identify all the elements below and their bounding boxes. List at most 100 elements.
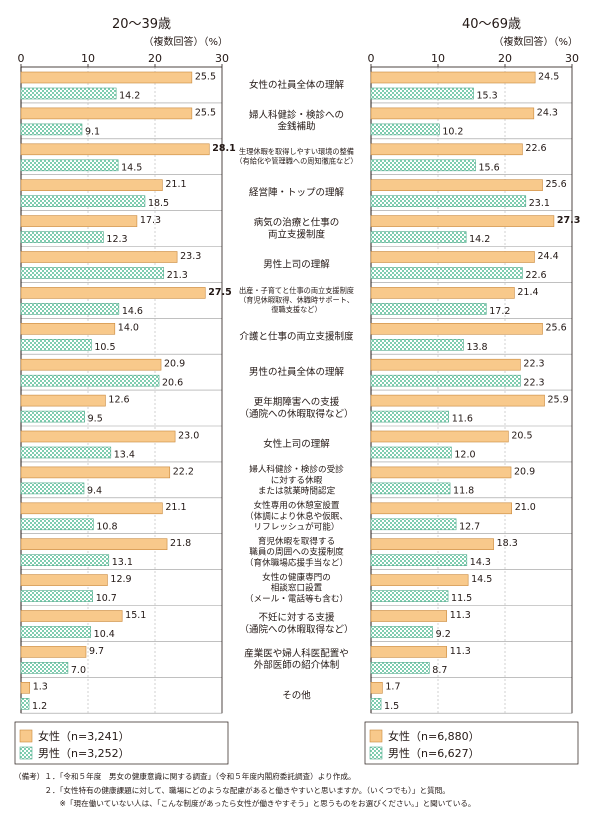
value-label-male-right: 11.5 (451, 593, 472, 604)
value-label-male-left: 9.1 (85, 126, 100, 137)
value-label-female-right: 25.6 (546, 323, 567, 334)
category-label-line: 相談窓口設置 (271, 581, 323, 593)
value-label-male-left: 12.3 (106, 234, 127, 245)
value-label-female-left: 20.9 (164, 359, 185, 370)
bar-female-left (20, 610, 123, 622)
bar-female-left (20, 538, 168, 551)
value-label-female-right: 25.6 (546, 179, 567, 190)
legend-label-right: 女性（n=6,880） (388, 729, 480, 743)
panel-title-left: 20～39歳 (112, 17, 171, 32)
category-label: 女性上司の理解 (263, 437, 330, 449)
bar-female-left (20, 646, 87, 658)
category-label-line: 出産・子育てと仕事の両立支援制度 (239, 286, 354, 295)
bar-female-left (20, 394, 106, 407)
category-label-line: 女性の社員全体の理解 (249, 78, 345, 90)
value-label-female-right: 22.3 (523, 359, 544, 370)
value-label-female-left: 9.7 (89, 646, 104, 657)
category-label: 婦人科健診・検診の受診に対する休暇または就業時間認定 (249, 463, 344, 497)
value-label-male-right: 1.5 (384, 701, 399, 712)
bar-male-right (370, 267, 523, 279)
value-label-male-right: 23.1 (529, 198, 550, 209)
category-label-line: 更年期障害への支援 (254, 396, 340, 408)
bar-female-left (20, 287, 206, 299)
footnote-line-1: （備考）１．「令和５年度 男女の健康意識に関する調査」（令和５年度内閣府委託調査… (14, 772, 356, 781)
value-label-male-left: 7.0 (71, 665, 86, 676)
bar-male-right (370, 626, 433, 638)
value-label-female-right: 18.3 (497, 538, 518, 549)
value-label-female-left: 21.1 (165, 502, 186, 513)
bar-male-right (370, 303, 487, 315)
legend-swatch-left (19, 729, 33, 743)
category-label-line: 金銭補助 (277, 120, 315, 132)
tick-label-left: 0 (18, 52, 25, 65)
value-label-female-left: 23.3 (180, 251, 201, 262)
value-label-male-left: 9.5 (88, 414, 103, 425)
bar-male-left (20, 590, 93, 602)
value-label-male-left: 1.2 (32, 701, 47, 712)
footnote-line-2: ２．「女性特有の健康課題に対して、職場にどのような配慮があると働きやすいと思いま… (14, 785, 450, 795)
bar-female-left (20, 251, 178, 263)
bar-male-right (370, 662, 430, 674)
bar-male-left (20, 482, 85, 495)
legend-box-left (14, 721, 229, 765)
bar-male-right (370, 87, 474, 100)
category-label: 女性の健康専門の相談窓口設置（メール・電話等も含む） (245, 570, 348, 604)
value-label-male-left: 10.7 (96, 593, 117, 604)
bar-male-right (370, 159, 476, 172)
bar-female-right (370, 71, 536, 84)
category-label-line: 婦人科健診・検診への (249, 109, 344, 121)
category-label-line: 婦人科健診・検診の受診 (249, 463, 344, 475)
category-label-line: （育休職場応援手当など） (245, 556, 348, 568)
value-label-female-right: 24.5 (538, 71, 559, 82)
bar-female-left (20, 71, 193, 84)
panel-title-right: 40～69歳 (462, 17, 521, 32)
value-label-male-left: 9.4 (87, 485, 102, 496)
value-label-male-right: 14.3 (470, 557, 491, 568)
category-label-line: 復職支援など） (271, 305, 321, 314)
bar-male-left (20, 338, 92, 351)
bar-male-right (370, 338, 464, 351)
value-label-male-left: 13.1 (112, 557, 133, 568)
legend-swatch-right (369, 729, 383, 743)
value-label-male-right: 12.7 (459, 521, 480, 532)
category-label-line: 産業医や婦人科医配置や (244, 647, 349, 659)
bar-male-right (370, 446, 452, 459)
bar-male-left (20, 159, 119, 172)
category-label-line: （体調により休息や仮眠、 (245, 509, 348, 521)
bar-female-right (370, 179, 543, 191)
bar-female-right (370, 287, 515, 299)
bar-female-right (370, 466, 512, 479)
bar-female-right (370, 646, 448, 658)
value-label-male-right: 15.3 (477, 91, 498, 102)
category-column (222, 67, 371, 714)
bar-male-right (370, 554, 468, 567)
category-label: 男性上司の理解 (263, 258, 330, 270)
value-label-female-right: 20.5 (511, 430, 532, 441)
bar-female-left (20, 502, 163, 515)
value-label-male-right: 13.8 (466, 342, 487, 353)
value-label-male-right: 8.7 (432, 665, 447, 676)
category-label: 介護と仕事の両立支援制度 (239, 330, 354, 342)
value-label-male-right: 9.2 (436, 629, 451, 640)
category-label-line: に対する休暇 (271, 473, 323, 485)
value-label-male-right: 10.2 (442, 126, 463, 137)
category-label: 婦人科健診・検診への金銭補助 (249, 109, 344, 133)
bar-male-left (20, 626, 91, 638)
value-label-female-right: 24.3 (537, 107, 558, 118)
value-label-female-right: 11.3 (450, 646, 471, 657)
bar-female-right (370, 502, 512, 515)
value-label-female-right: 24.4 (537, 251, 558, 262)
bar-female-left (20, 215, 138, 227)
tick-label-right: 0 (368, 52, 375, 65)
category-label-line: 生理休暇を取得しやすい環境の整備 (239, 147, 354, 156)
category-label: 出産・子育てと仕事の両立支援制度（育児休暇取得、休職時サポート、復職支援など） (239, 286, 354, 314)
tick-label-right: 30 (565, 52, 579, 65)
category-label-line: 職員の周囲への支援制度 (249, 545, 344, 557)
panel-note-right: （複数回答）（%） (493, 35, 578, 48)
value-label-male-left: 18.5 (148, 198, 169, 209)
comparison-bar-chart: 20～39歳 （複数回答）（%） 0 10 20 30 25.5 25.5 28.1 21.1 17… (14, 17, 580, 765)
value-label-female-left: 14.0 (118, 323, 139, 334)
value-label-male-left: 10.4 (94, 629, 115, 640)
bar-female-left (20, 574, 108, 586)
